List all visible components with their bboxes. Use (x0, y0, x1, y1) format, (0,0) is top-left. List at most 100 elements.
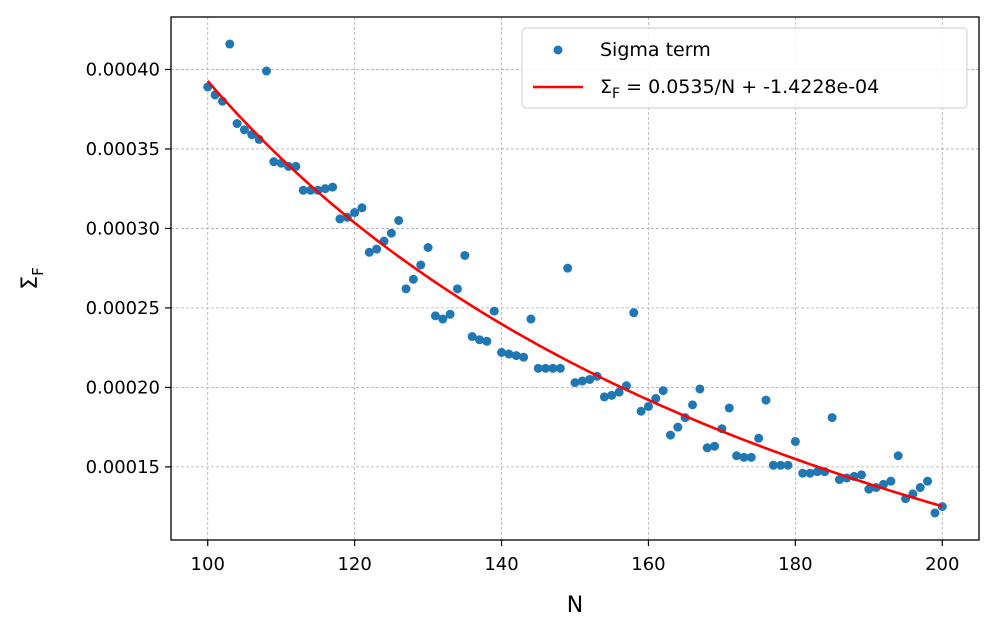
scatter-point (497, 347, 507, 357)
scatter-point (783, 460, 793, 470)
scatter-point (239, 125, 249, 135)
scatter-point (548, 363, 558, 373)
fit-line (206, 80, 943, 508)
scatter-point (577, 376, 587, 386)
scatter-point (827, 413, 837, 423)
scatter-point (519, 352, 529, 362)
scatter-point (665, 430, 675, 440)
scatter-point (555, 363, 565, 373)
x-tick-label: 180 (778, 554, 812, 575)
scatter-point (423, 243, 433, 253)
scatter-point (394, 215, 404, 225)
scatter-point (651, 394, 661, 404)
scatter-point (533, 363, 543, 373)
scatter-point (416, 260, 426, 270)
scatter-point (570, 378, 580, 388)
scatter-point (695, 384, 705, 394)
x-axis-label: N (567, 593, 583, 618)
legend-box (521, 27, 968, 109)
y-tick-label: 0.00035 (86, 139, 160, 160)
scatter-point (746, 452, 756, 462)
scatter-point (489, 306, 499, 316)
scatter-point (225, 39, 235, 49)
scatter-point (328, 182, 338, 192)
scatter-point (467, 332, 477, 342)
scatter-point (320, 184, 330, 194)
scatter-point (673, 422, 683, 432)
scatter-point (923, 476, 933, 486)
scatter-point (658, 386, 668, 396)
scatter-point (614, 387, 624, 397)
scatter-point (930, 508, 940, 518)
scatter-point (732, 451, 742, 461)
scatter-point (607, 390, 617, 400)
scatter-point (335, 214, 345, 224)
scatter-point (261, 66, 271, 76)
scatter-point (688, 400, 698, 410)
scatter-point (563, 263, 573, 273)
y-axis-ticks: 0.00015 0.00020 0.00025 0.00030 0.00035 0.000… (86, 59, 171, 478)
scatter-point (511, 351, 521, 361)
legend: Sigma term ΣF = 0.0535/N + -1.4228e-04 (521, 27, 968, 109)
scatter-point (834, 475, 844, 485)
x-tick-label: 200 (925, 554, 959, 575)
scatter-point (438, 314, 448, 324)
legend-label-sigma-term: Sigma term (600, 39, 711, 61)
scatter-point (364, 247, 374, 257)
scatter-point (408, 274, 418, 284)
x-tick-label: 100 (191, 554, 225, 575)
scatter-point (475, 335, 485, 345)
scatter-point (864, 484, 874, 494)
scatter-point (386, 228, 396, 238)
y-axis-label-main: Σ (18, 276, 43, 290)
x-axis-ticks: 100 120 140 160 180 200 (191, 540, 959, 575)
x-tick-label: 160 (631, 554, 665, 575)
scatter-point (401, 284, 411, 294)
legend-label-fit: ΣF = 0.0535/N + -1.4228e-04 (600, 76, 879, 102)
y-axis-label: ΣF (18, 267, 47, 290)
scatter-point (372, 244, 382, 254)
scatter-point (445, 309, 455, 319)
y-tick-label: 0.00015 (86, 457, 160, 478)
scatter-point (798, 468, 808, 478)
scatter-point (636, 406, 646, 416)
legend-fit-symbol: Σ (600, 76, 612, 98)
scatter-point (915, 483, 925, 493)
scatter-point (856, 470, 866, 480)
scatter-point (754, 433, 764, 443)
y-tick-label: 0.00040 (86, 59, 160, 80)
scatter-point (805, 468, 815, 478)
legend-fit-subscript: F (612, 86, 620, 102)
scatter-point (768, 460, 778, 470)
scatter-point (526, 314, 536, 324)
scatter-point (482, 336, 492, 346)
scatter-point (643, 401, 653, 411)
y-axis-label-subscript: F (29, 267, 47, 276)
x-tick-label: 120 (337, 554, 371, 575)
scatter-point (739, 452, 749, 462)
scatter-point (893, 451, 903, 461)
scatter-point (460, 250, 470, 260)
scatter-point (790, 436, 800, 446)
scatter-series (203, 39, 947, 518)
plot-frame (170, 16, 980, 541)
scatter-point (298, 185, 308, 195)
scatter-point (452, 284, 462, 294)
legend-fit-equation: = 0.0535/N + -1.4228e-04 (620, 76, 879, 98)
scatter-point (599, 392, 609, 402)
fit-line-series (206, 80, 943, 508)
y-tick-label: 0.00025 (86, 298, 160, 319)
scatter-point (350, 208, 360, 218)
scatter-point (232, 119, 242, 129)
scatter-point (812, 467, 822, 477)
scatter-point (629, 308, 639, 318)
scatter-point (504, 349, 514, 359)
scatter-point (886, 476, 896, 486)
scatter-point (776, 460, 786, 470)
scatter-point (585, 374, 595, 384)
x-tick-label: 140 (484, 554, 518, 575)
scatter-point (761, 395, 771, 405)
scatter-point (357, 203, 367, 213)
scatter-point (710, 441, 720, 451)
